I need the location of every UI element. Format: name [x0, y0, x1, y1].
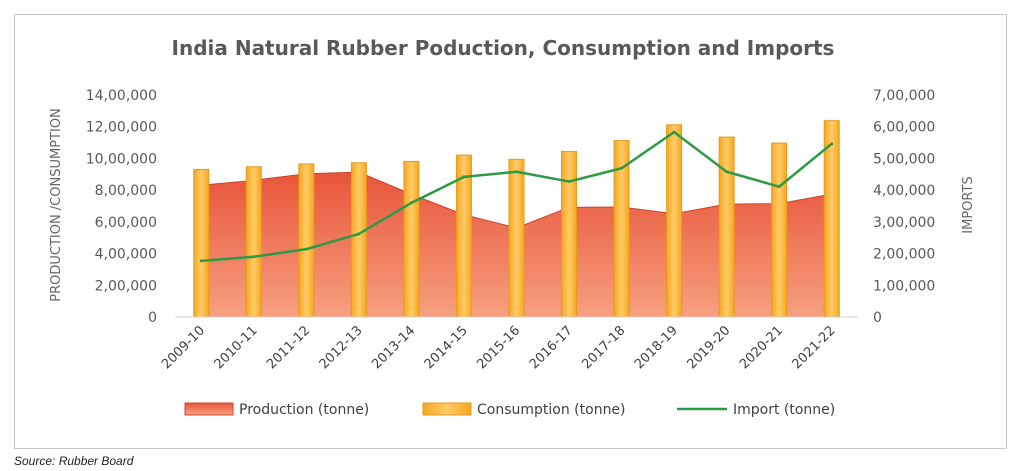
x-tick-label: 2018-19 — [632, 323, 681, 372]
x-tick-label: 2013-14 — [369, 323, 418, 372]
x-tick-label: 2019-20 — [684, 323, 733, 372]
import-point — [409, 201, 413, 205]
x-tick-label: 2021-22 — [790, 323, 839, 372]
y-tick-label: 8,00,000 — [95, 183, 157, 199]
y2-axis-label: IMPORTS — [961, 176, 976, 233]
consumption-bar-layer — [193, 120, 840, 318]
import-point — [252, 255, 256, 259]
y2-tick-label: 3,00,000 — [873, 215, 935, 231]
consumption-bar — [561, 150, 578, 318]
legend-label-production: Production (tonne) — [239, 402, 369, 418]
import-point — [567, 180, 571, 184]
y-axis-label: PRODUCTION /CONSUMPTION — [49, 108, 64, 302]
y-tick-label: 14,00,000 — [86, 88, 157, 104]
y2-tick-label: 0 — [873, 310, 882, 326]
x-tick-label: 2011-12 — [264, 323, 313, 372]
y-tick-label: 4,00,000 — [95, 247, 157, 263]
x-tick-label: 2020-21 — [737, 323, 786, 372]
consumption-bar — [298, 163, 315, 318]
x-tick-label: 2015-16 — [474, 323, 523, 372]
import-line-layer — [199, 130, 834, 263]
x-tick-label: 2016-17 — [527, 323, 576, 372]
import-point — [672, 130, 676, 134]
consumption-bar — [350, 162, 367, 318]
consumption-bar — [718, 136, 735, 318]
consumption-bar — [403, 160, 420, 318]
x-tick-label: 2017-18 — [579, 323, 628, 372]
y-tick-label: 2,00,000 — [95, 278, 157, 294]
source-note: Source: Rubber Board — [14, 454, 134, 468]
x-tick-label: 2010-11 — [212, 323, 261, 372]
legend: Production (tonne) Consumption (tonne) Imp… — [184, 402, 835, 418]
import-point — [620, 166, 624, 170]
import-point — [830, 142, 834, 146]
consumption-bar — [245, 166, 262, 318]
legend-swatch-consumption — [422, 402, 472, 416]
consumption-bar — [823, 120, 840, 318]
y-tick-label: 6,00,000 — [95, 215, 157, 231]
import-point — [304, 247, 308, 251]
legend-swatch-production — [184, 402, 234, 416]
y-tick-label: 10,00,000 — [86, 151, 157, 167]
y2-tick-label: 2,00,000 — [873, 247, 935, 263]
y-tick-label: 12,00,000 — [86, 120, 157, 136]
x-tick-label: 2009-10 — [159, 323, 208, 372]
chart-title: India Natural Rubber Poduction, Consumpt… — [172, 36, 835, 60]
y2-tick-label: 4,00,000 — [873, 183, 935, 199]
import-point — [462, 175, 466, 179]
x-tick-label: 2014-15 — [422, 323, 471, 372]
chart-svg: India Natural Rubber Poduction, Consumpt… — [49, 36, 976, 418]
legend-label-import: Import (tonne) — [733, 402, 835, 418]
consumption-bar — [508, 158, 525, 318]
x-tick-label: 2012-13 — [317, 323, 366, 372]
y-tick-label: 0 — [148, 310, 157, 326]
y2-tick-label: 6,00,000 — [873, 120, 935, 136]
import-point — [777, 185, 781, 189]
chart-frame: India Natural Rubber Poduction, Consumpt… — [14, 14, 1007, 449]
consumption-bar — [193, 168, 210, 318]
legend-label-consumption: Consumption (tonne) — [477, 402, 626, 418]
y2-tick-label: 5,00,000 — [873, 151, 935, 167]
import-point — [725, 170, 729, 174]
y2-tick-label: 7,00,000 — [873, 88, 935, 104]
import-point — [515, 170, 518, 174]
y2-tick-label: 1,00,000 — [873, 278, 935, 294]
consumption-bar — [666, 124, 683, 318]
import-point — [357, 232, 361, 236]
consumption-bar — [771, 142, 788, 318]
import-point — [199, 259, 203, 263]
